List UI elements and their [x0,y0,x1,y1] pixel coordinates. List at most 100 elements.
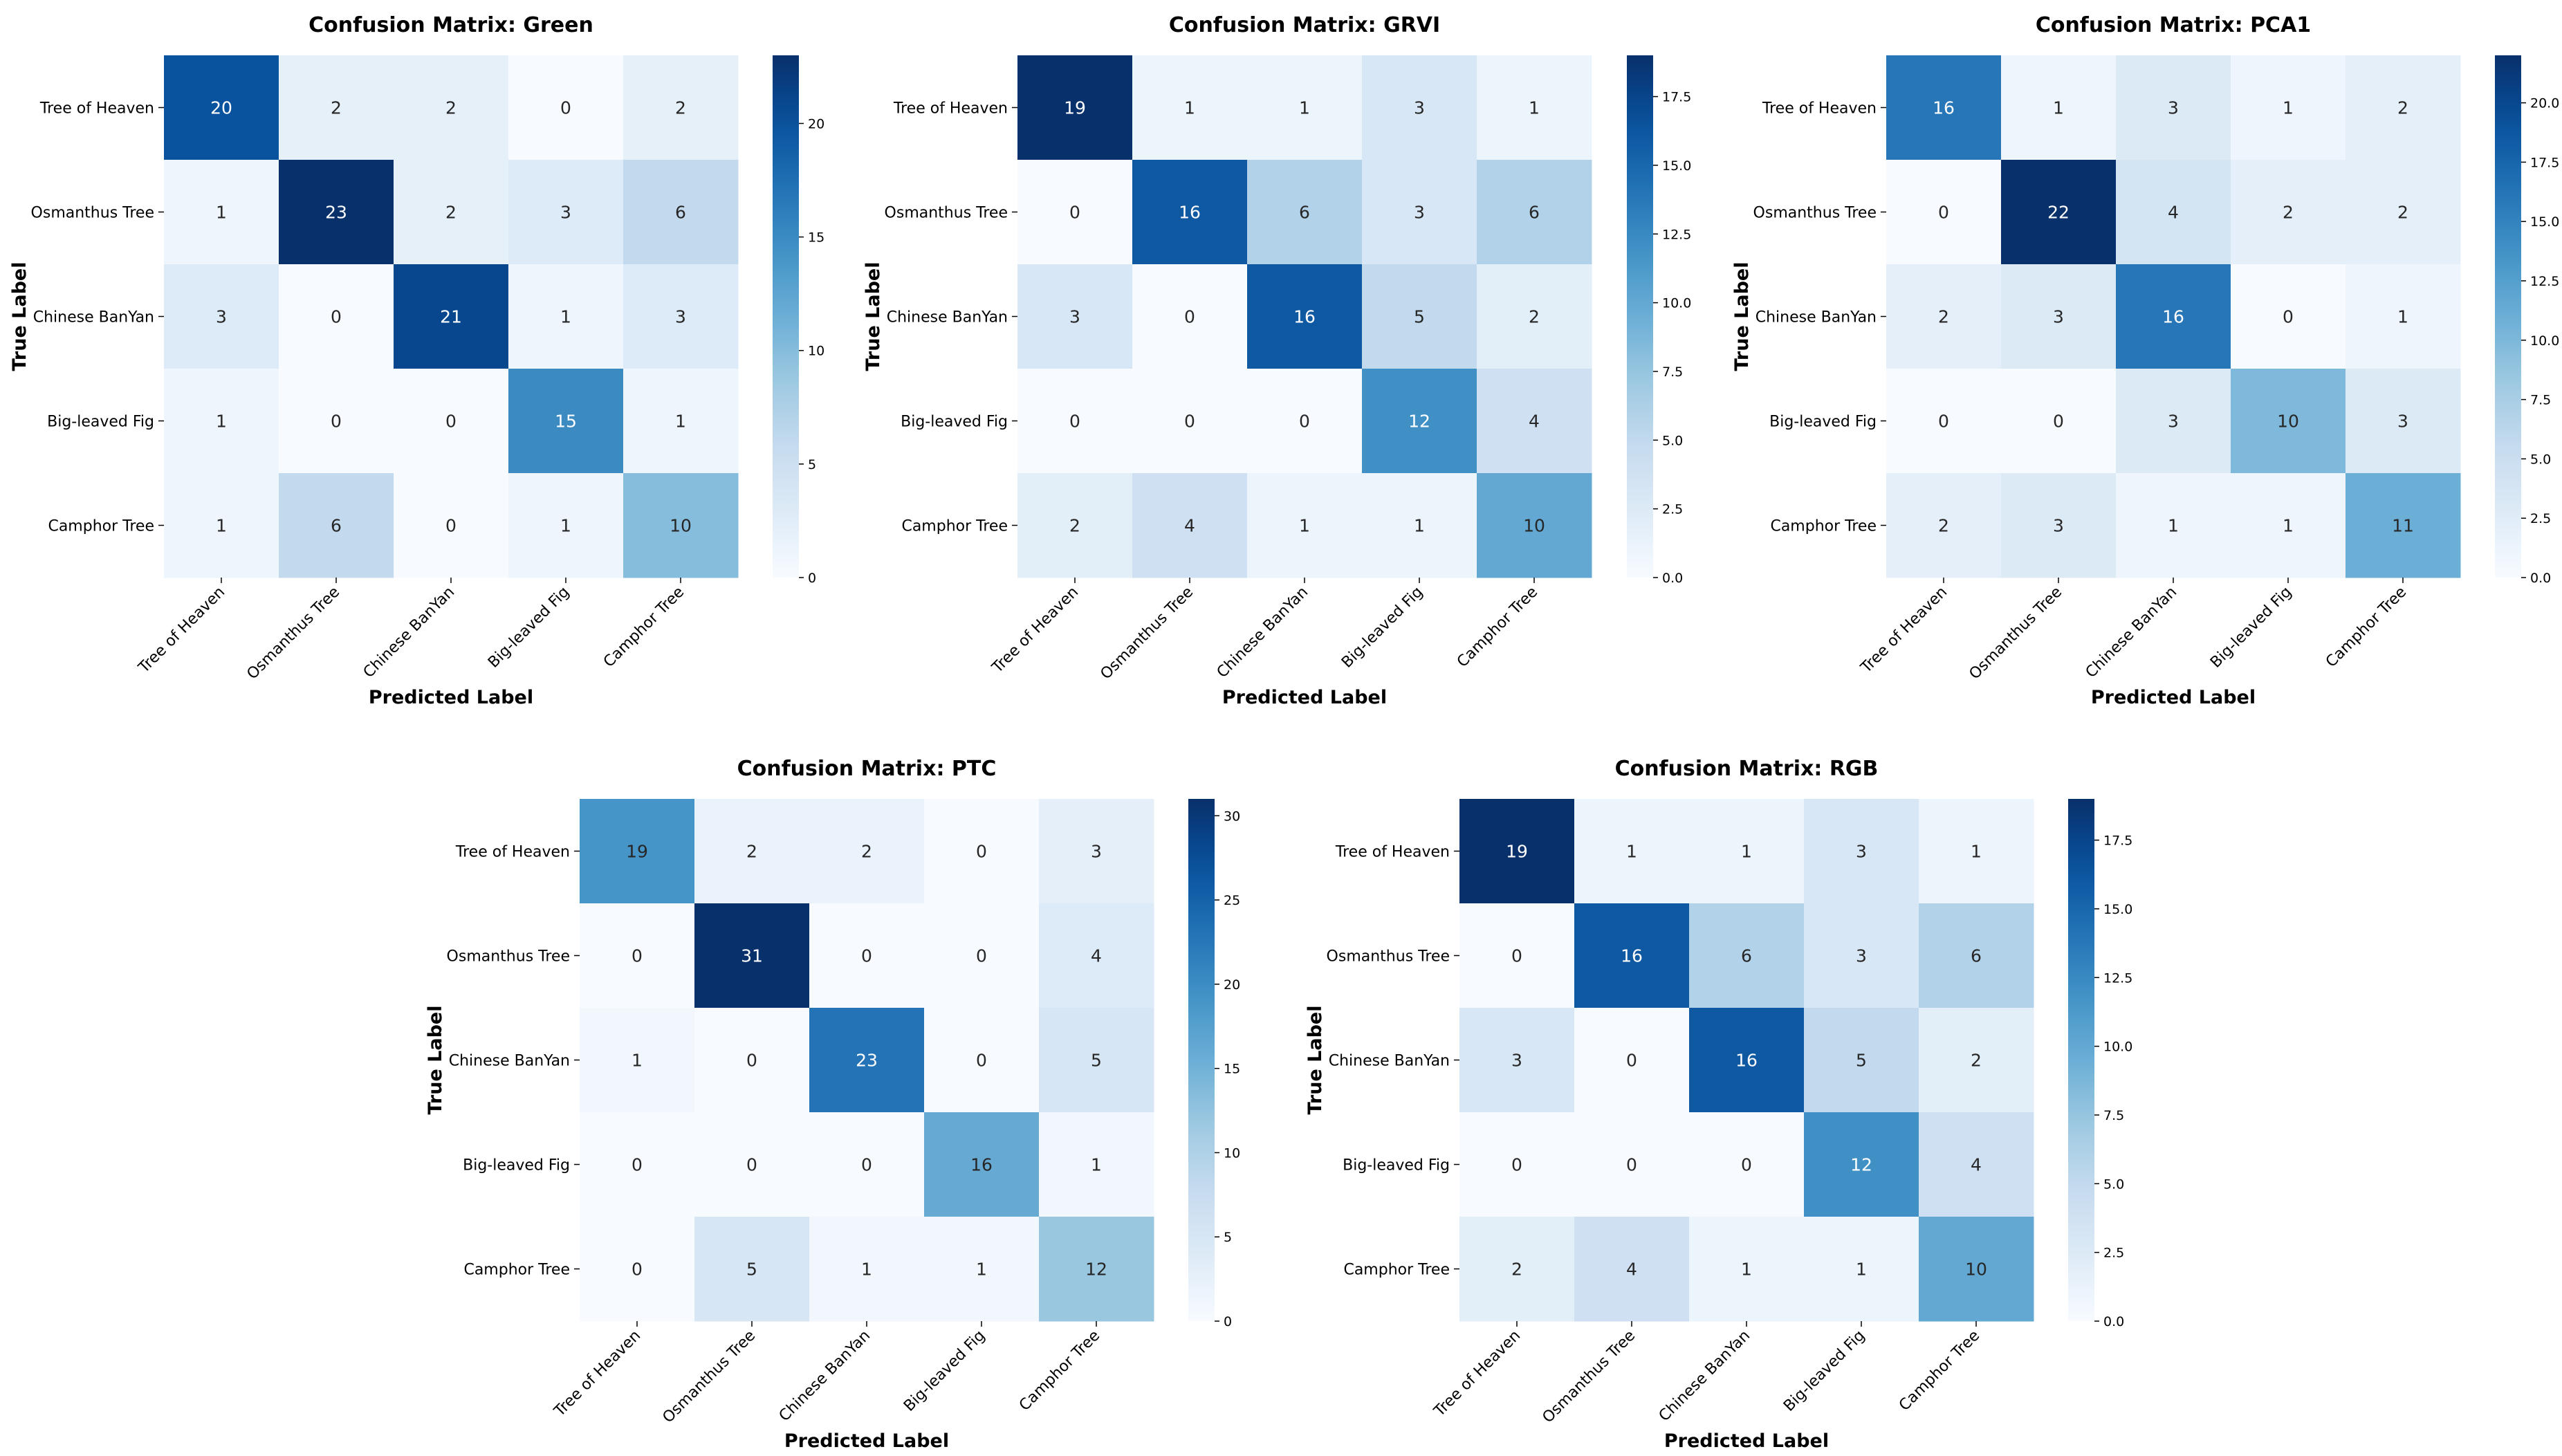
cell-value-label: 2 [1069,516,1080,536]
cell-value-label: 4 [1626,1260,1637,1280]
x-tick-label: Big-leaved Fig [1780,1327,1868,1415]
cell-value-label: 2 [1529,307,1540,327]
cell-value-label: 1 [560,516,571,536]
heatmap-cell [2116,264,2231,369]
cell-value-label: 0 [976,1051,987,1071]
heatmap-cell [1459,903,1575,1008]
heatmap-cell [1039,903,1154,1008]
colorbar-tick-label: 5.0 [2530,452,2551,467]
x-tick-label: Camphor Tree [600,584,688,671]
colorbar-tick-label: 15 [808,230,824,246]
heatmap-cell [1132,264,1248,369]
heatmap-cell [1039,799,1154,904]
heatmap-cell [1689,1217,1805,1322]
colorbar [773,55,799,578]
heatmap-cell [1477,369,1592,474]
heatmap-cell [1247,473,1363,578]
x-tick-label: Big-leaved Fig [1338,584,1426,672]
colorbar-tick-label: 7.5 [2530,393,2551,408]
heatmap-cell [2346,160,2461,265]
y-tick-label: Camphor Tree [48,518,154,535]
heatmap-cell [164,369,279,474]
cell-value-label: 3 [216,307,227,327]
cell-value-label: 1 [216,203,227,223]
colorbar-tick-label: 0 [1224,1314,1232,1329]
x-tick-label: Tree of Heaven [551,1327,644,1421]
cell-value-label: 2 [2397,203,2408,223]
x-axis-label: Predicted Label [1222,687,1387,708]
heatmap-cell [1132,473,1248,578]
cell-value-label: 1 [1414,516,1425,536]
cell-value-label: 6 [331,516,342,536]
cell-value-label: 0 [560,98,571,118]
heatmap-cell [694,799,810,904]
heatmap-cell [1362,160,1477,265]
cell-value-label: 16 [1621,946,1643,966]
colorbar-tick-label: 0.0 [2103,1314,2124,1329]
cell-value-label: 19 [626,842,648,862]
cell-value-label: 0 [1069,203,1080,223]
heatmap-cell [2231,473,2346,578]
cell-value-label: 0 [1938,203,1949,223]
heatmap-cell [1017,473,1133,578]
heatmap-cell [809,1008,925,1113]
heatmap-cell [2001,55,2117,160]
heatmap-cell [2231,55,2346,160]
heatmap-cell [2116,369,2231,474]
y-tick-label: Camphor Tree [463,1262,570,1279]
cell-value-label: 10 [2277,412,2299,432]
y-tick-label: Osmanthus Tree [885,205,1008,222]
cell-value-label: 2 [1511,1260,1522,1280]
cell-value-label: 3 [1856,842,1867,862]
cell-value-label: 6 [675,203,686,223]
heatmap-cell [694,1008,810,1113]
cell-value-label: 5 [746,1260,757,1280]
heatmap-cell [694,903,810,1008]
heatmap-cell [580,1112,695,1217]
heatmap-cell [394,264,509,369]
heatmap-cell [164,55,279,160]
heatmap-cell [1886,369,2002,474]
chart-title: Confusion Matrix: GRVI [1169,13,1440,37]
chart-title: Confusion Matrix: PTC [737,757,997,781]
colorbar-tick-label: 0.0 [1662,571,1683,586]
cell-value-label: 0 [632,1260,643,1280]
heatmap-cell [279,160,394,265]
colorbar-tick-label: 7.5 [1662,365,1683,380]
heatmap-cell [1919,1008,2034,1113]
y-tick-label: Chinese BanYan [1755,309,1877,326]
heatmap-cell [580,1008,695,1113]
colorbar-tick-label: 5 [1224,1230,1232,1245]
heatmap-cell [2001,369,2117,474]
y-axis-label: True Label [1305,1005,1326,1114]
cell-value-label: 4 [1971,1155,1982,1175]
cell-value-label: 15 [555,412,577,432]
cell-value-label: 1 [216,412,227,432]
heatmap-cell [1919,1112,2034,1217]
x-axis-label: Predicted Label [1664,1430,1829,1452]
y-tick-label: Big-leaved Fig [1343,1157,1450,1174]
heatmap-cell [2001,264,2117,369]
colorbar [1188,799,1215,1321]
heatmap-cell [508,369,624,474]
cell-value-label: 0 [1184,307,1195,327]
cell-value-label: 0 [1938,412,1949,432]
cell-value-label: 0 [331,412,342,432]
colorbar-tick-label: 25 [1224,893,1240,908]
heatmap-cell [1689,1008,1805,1113]
colorbar-tick-label: 10.0 [2103,1040,2132,1055]
heatmap-cell [2231,369,2346,474]
heatmap-cell [1804,1008,1919,1113]
y-axis-label: True Label [425,1005,446,1114]
heatmap-cell [1459,1217,1575,1322]
cell-value-label: 2 [746,842,757,862]
heatmap-cell [623,160,739,265]
cell-value-label: 10 [1523,516,1545,536]
cell-value-label: 16 [1735,1051,1758,1071]
cell-value-label: 2 [1938,516,1949,536]
heatmap-cell [924,1112,1040,1217]
cell-value-label: 0 [1511,1155,1522,1175]
colorbar-tick-label: 15.0 [2103,902,2132,917]
